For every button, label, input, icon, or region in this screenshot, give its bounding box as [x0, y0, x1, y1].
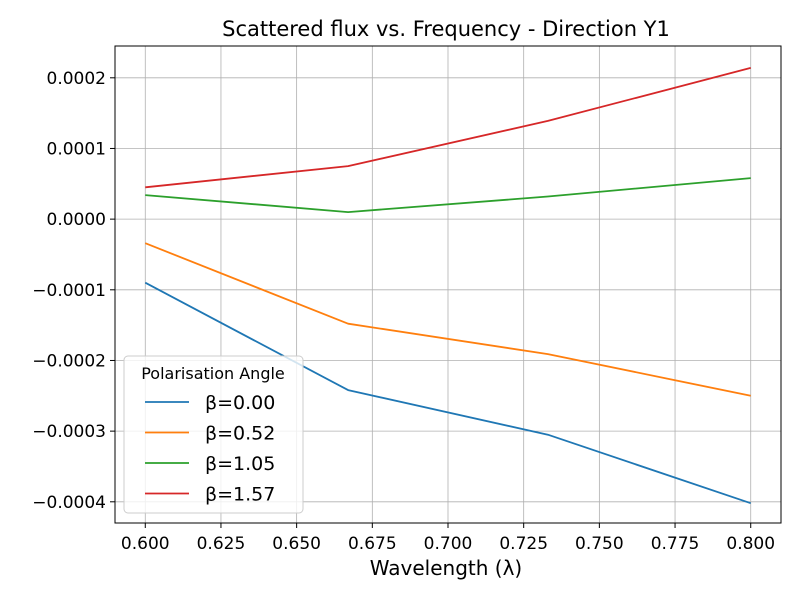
x-tick-label: 0.600 — [121, 534, 170, 554]
series-line — [145, 177, 751, 214]
legend-title: Polarisation Angle — [141, 364, 285, 383]
x-tick-label: 0.725 — [499, 534, 548, 554]
series-lines — [144, 67, 751, 505]
y-tick-label: −0.0002 — [32, 351, 106, 371]
legend-entry-label: β=0.00 — [205, 392, 275, 414]
y-tick-label: 0.0001 — [47, 139, 106, 159]
x-axis-label: Wavelength (λ) — [370, 556, 522, 580]
x-tick-label: 0.625 — [197, 534, 246, 554]
y-tick-label: 0.0002 — [47, 69, 106, 89]
x-tick-label: 0.650 — [272, 534, 321, 554]
legend: Polarisation Angle β=0.00 β=0.52 β=1.05 β=1… — [123, 355, 304, 514]
x-tick-label: 0.775 — [651, 534, 700, 554]
legend-entry-label: β=1.57 — [205, 484, 275, 506]
x-tick-label: 0.800 — [726, 534, 775, 554]
x-axis-ticks: 0.600 0.625 0.650 0.675 0.700 0.725 0.750 0.775… — [121, 523, 775, 554]
legend-entry-label: β=1.05 — [205, 453, 275, 475]
series-line — [144, 281, 751, 505]
x-tick-label: 0.675 — [348, 534, 397, 554]
y-axis-ticks: −0.0004 −0.0003 −0.0002 −0.0001 0.0000 0.0001… — [32, 69, 115, 513]
y-tick-label: −0.0001 — [32, 281, 106, 301]
x-tick-label: 0.750 — [575, 534, 624, 554]
series-line — [145, 67, 751, 189]
y-tick-label: −0.0003 — [32, 422, 106, 442]
x-tick-label: 0.700 — [424, 534, 473, 554]
y-tick-label: −0.0004 — [32, 493, 106, 513]
legend-box — [123, 355, 304, 514]
chart-title: Scattered flux vs. Frequency - Direction… — [222, 17, 670, 41]
legend-entry-label: β=0.52 — [205, 423, 275, 445]
series-line — [144, 242, 751, 397]
y-tick-label: 0.0000 — [47, 210, 106, 230]
